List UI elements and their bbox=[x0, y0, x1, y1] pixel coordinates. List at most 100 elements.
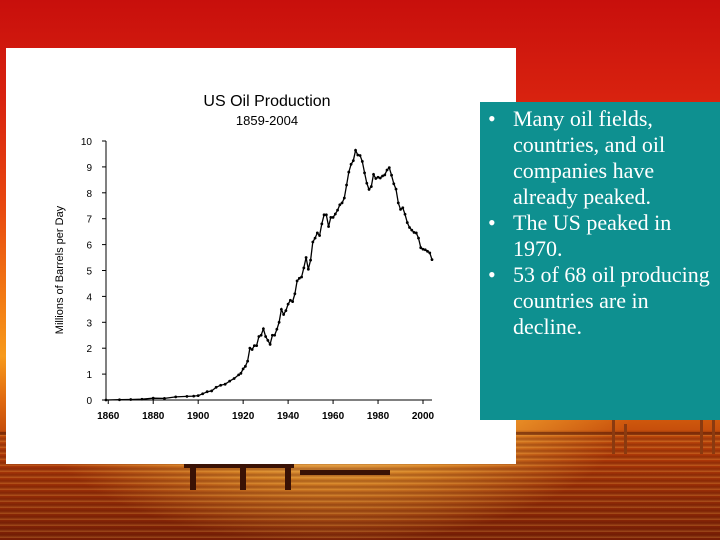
data-point bbox=[304, 256, 308, 259]
data-point bbox=[151, 396, 155, 400]
data-point bbox=[214, 385, 218, 389]
data-point bbox=[300, 275, 303, 279]
data-point bbox=[192, 394, 196, 398]
chart-series bbox=[104, 148, 434, 402]
data-point bbox=[367, 188, 371, 191]
y-tick-label: 3 bbox=[86, 318, 92, 329]
data-point bbox=[104, 398, 108, 402]
data-point bbox=[318, 234, 321, 237]
y-tick-label: 5 bbox=[86, 267, 92, 278]
y-tick-label: 7 bbox=[86, 215, 92, 226]
data-point bbox=[210, 389, 214, 393]
y-axis-label: Millions of Barrels per Day bbox=[54, 205, 66, 334]
data-point bbox=[430, 258, 434, 262]
data-point bbox=[381, 174, 384, 178]
data-point bbox=[261, 327, 265, 331]
data-point bbox=[196, 394, 200, 397]
data-point bbox=[349, 162, 353, 166]
data-point bbox=[417, 236, 420, 240]
data-point bbox=[338, 203, 342, 207]
data-point bbox=[358, 154, 362, 157]
data-point bbox=[401, 206, 405, 210]
data-point bbox=[257, 335, 261, 338]
y-tick-label: 9 bbox=[86, 163, 92, 174]
data-point bbox=[268, 342, 272, 346]
data-point bbox=[378, 176, 382, 180]
derrick-silhouette bbox=[612, 420, 615, 454]
data-point bbox=[376, 175, 380, 179]
data-point bbox=[279, 307, 283, 311]
data-point bbox=[340, 201, 344, 205]
data-point bbox=[356, 153, 360, 157]
data-point bbox=[243, 364, 247, 368]
y-tick-label: 2 bbox=[86, 344, 92, 355]
data-point bbox=[140, 397, 144, 401]
data-point bbox=[426, 249, 429, 253]
data-point bbox=[239, 371, 243, 375]
data-point bbox=[306, 267, 310, 271]
x-tick-label: 1880 bbox=[142, 411, 165, 422]
data-point bbox=[185, 394, 189, 398]
oil-platform-silhouette bbox=[184, 460, 294, 468]
data-point bbox=[396, 201, 400, 205]
y-tick-label: 0 bbox=[86, 396, 92, 407]
data-point bbox=[201, 392, 205, 396]
oil-platform-silhouette bbox=[300, 470, 390, 475]
data-point bbox=[410, 228, 414, 232]
data-point bbox=[392, 182, 396, 186]
bullet-item-us-peak: The US peaked in 1970. bbox=[488, 210, 710, 262]
data-point bbox=[365, 181, 369, 185]
data-point bbox=[266, 339, 270, 342]
data-point bbox=[309, 258, 312, 262]
data-point bbox=[351, 159, 355, 163]
y-tick-label: 10 bbox=[81, 137, 93, 148]
data-point bbox=[322, 213, 326, 217]
data-point bbox=[408, 226, 411, 229]
data-point bbox=[419, 246, 423, 250]
derrick-silhouette bbox=[700, 404, 703, 454]
data-point bbox=[342, 196, 346, 200]
data-point bbox=[428, 251, 432, 255]
data-point bbox=[259, 333, 263, 337]
data-point bbox=[329, 216, 333, 219]
data-point bbox=[284, 309, 288, 313]
x-tick-label: 1900 bbox=[187, 411, 210, 422]
data-point bbox=[354, 148, 357, 152]
chart-subtitle: 1859-2004 bbox=[236, 113, 298, 128]
data-point bbox=[405, 221, 409, 224]
data-point bbox=[421, 247, 425, 251]
data-point bbox=[275, 327, 279, 331]
data-point bbox=[394, 187, 398, 191]
data-point bbox=[129, 398, 133, 401]
data-point bbox=[390, 173, 393, 177]
data-point bbox=[163, 397, 166, 400]
data-point bbox=[293, 292, 297, 296]
chart-title: US Oil Production bbox=[203, 93, 330, 110]
data-point bbox=[286, 302, 290, 306]
derrick-silhouette bbox=[624, 424, 627, 454]
data-point bbox=[313, 236, 317, 240]
bullet-item-decline: 53 of 68 oil producing countries are in … bbox=[488, 262, 710, 340]
data-point bbox=[118, 398, 121, 402]
data-point bbox=[383, 173, 387, 177]
x-tick-label: 1960 bbox=[322, 411, 345, 422]
data-point bbox=[414, 231, 418, 235]
data-point bbox=[291, 300, 295, 303]
data-point bbox=[264, 335, 268, 338]
chart-svg: US Oil Production 1859-2004 Millions of … bbox=[54, 93, 435, 422]
bullet-list: Many oil fields, countries, and oil comp… bbox=[480, 106, 710, 340]
bullet-text-box: Many oil fields, countries, and oil comp… bbox=[480, 102, 720, 420]
y-tick-label: 8 bbox=[86, 189, 92, 200]
data-point bbox=[273, 333, 277, 337]
data-point bbox=[252, 344, 256, 348]
data-point bbox=[246, 359, 250, 363]
chart-axes bbox=[105, 141, 432, 401]
data-point bbox=[372, 173, 375, 176]
y-tick-label: 6 bbox=[86, 241, 92, 252]
data-point bbox=[347, 170, 351, 174]
data-point bbox=[297, 276, 301, 280]
series-line bbox=[105, 148, 433, 401]
derrick-silhouette bbox=[712, 398, 715, 454]
data-point bbox=[320, 222, 324, 226]
data-point bbox=[331, 216, 335, 219]
